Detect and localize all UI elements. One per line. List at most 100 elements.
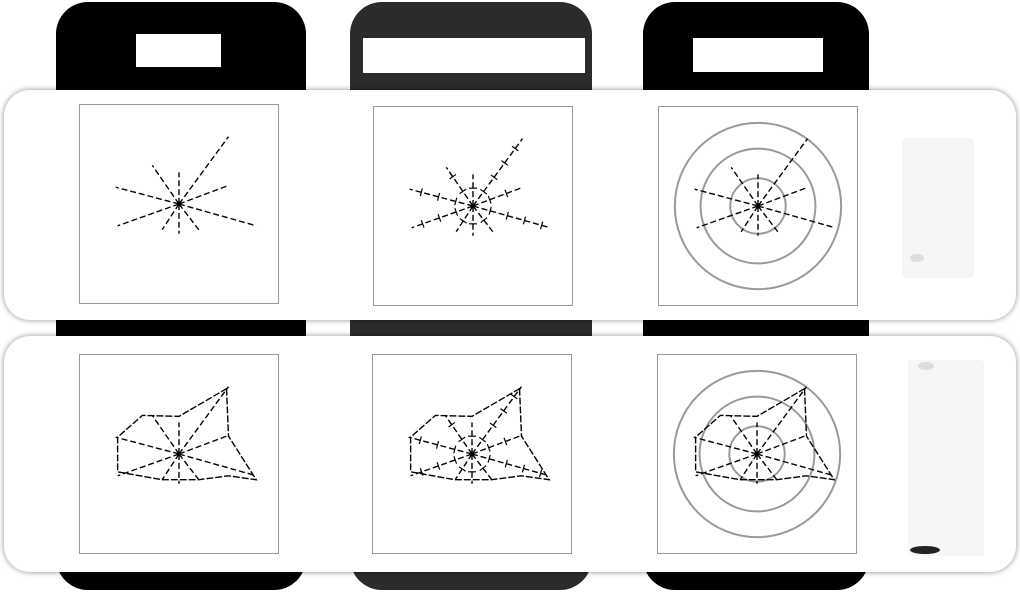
spoke-5 <box>696 205 759 229</box>
legend-mark <box>918 362 934 370</box>
spoke-4 <box>161 453 180 481</box>
spoke-7 <box>730 166 759 207</box>
spoke-3 <box>178 453 200 481</box>
tick <box>538 469 543 478</box>
spoke-6 <box>409 188 474 207</box>
ring-1 <box>699 147 817 265</box>
panel-polygon-ticks <box>372 354 572 554</box>
polygon-outline <box>694 387 836 481</box>
spoke-6 <box>408 436 473 455</box>
spoke-4 <box>739 453 758 481</box>
tick <box>458 466 466 472</box>
tick <box>437 213 442 222</box>
spoke-5 <box>117 453 180 477</box>
tick <box>480 217 488 224</box>
tick <box>436 461 441 470</box>
legend-strip-1 <box>902 138 974 278</box>
polygon-outline <box>409 387 551 481</box>
center-point <box>755 203 761 209</box>
spoke-0 <box>178 386 230 455</box>
tick <box>479 465 487 472</box>
tick <box>500 408 508 414</box>
tick <box>449 173 457 180</box>
tick <box>505 211 509 220</box>
tick <box>501 160 509 166</box>
center-point <box>469 451 475 457</box>
radial-graph-star <box>115 136 257 234</box>
ring-0 <box>672 369 842 539</box>
ring-1 <box>698 395 816 513</box>
tick <box>503 437 508 446</box>
tick <box>459 218 467 224</box>
tick <box>479 436 487 443</box>
center-point <box>754 451 760 457</box>
spoke-7 <box>151 414 180 455</box>
tick <box>419 188 423 197</box>
panel-polygon-rings <box>657 354 857 554</box>
legend-mark <box>910 546 940 554</box>
tick <box>487 454 491 463</box>
spoke-5 <box>411 205 474 229</box>
tick <box>504 189 509 198</box>
tick <box>487 195 492 204</box>
spoke-7 <box>729 414 758 455</box>
tick <box>490 174 498 181</box>
panel-star <box>79 104 279 304</box>
tick <box>480 188 488 195</box>
spoke-4 <box>454 453 473 481</box>
spoke-0 <box>471 386 523 455</box>
spoke-7 <box>444 414 473 455</box>
spoke-2 <box>178 203 257 227</box>
spoke-2 <box>471 453 550 477</box>
spoke-3 <box>472 205 494 233</box>
spoke-3 <box>757 205 779 233</box>
column-header-1 <box>136 34 221 67</box>
spoke-0 <box>472 138 524 207</box>
spoke-7 <box>151 164 180 205</box>
spoke-2 <box>472 205 551 229</box>
column-header-2 <box>363 38 585 73</box>
tick <box>435 440 440 449</box>
tick <box>453 456 458 464</box>
tick <box>522 216 527 225</box>
panel-polygon <box>79 354 279 554</box>
spoke-6 <box>115 436 180 455</box>
polygon-outline <box>116 387 258 481</box>
center-point <box>470 203 476 209</box>
spoke-4 <box>740 205 759 233</box>
tick <box>453 445 457 454</box>
center-point <box>176 201 182 207</box>
tick <box>454 197 458 206</box>
column-header-3 <box>693 38 823 72</box>
panel-star-rings <box>658 106 858 306</box>
radial-graph-polygon <box>115 386 258 484</box>
tick <box>510 393 518 400</box>
spoke-0 <box>757 138 809 207</box>
ring-0 <box>673 121 843 291</box>
tick <box>511 145 519 152</box>
tick <box>420 219 425 228</box>
tick <box>504 459 508 468</box>
tick <box>486 443 491 452</box>
spoke-2 <box>756 453 835 477</box>
tick <box>521 464 526 473</box>
radial-graph-star-rings <box>673 121 843 291</box>
tick <box>488 206 492 215</box>
panel-star-ticks <box>373 106 573 306</box>
tick <box>454 208 459 216</box>
spoke-5 <box>695 453 758 477</box>
spoke-2 <box>178 453 257 477</box>
radial-graph-polygon-rings <box>672 369 842 539</box>
spoke-4 <box>455 205 474 233</box>
spoke-5 <box>117 203 180 227</box>
spoke-3 <box>178 203 200 231</box>
radial-graph-polygon-ticks <box>408 386 551 484</box>
spoke-2 <box>757 205 836 229</box>
center-point <box>176 451 182 457</box>
spoke-6 <box>693 436 758 455</box>
tick <box>458 436 466 443</box>
legend-strip-2 <box>908 360 984 556</box>
tick <box>539 221 544 230</box>
spoke-6 <box>694 188 759 207</box>
spoke-7 <box>445 166 474 207</box>
